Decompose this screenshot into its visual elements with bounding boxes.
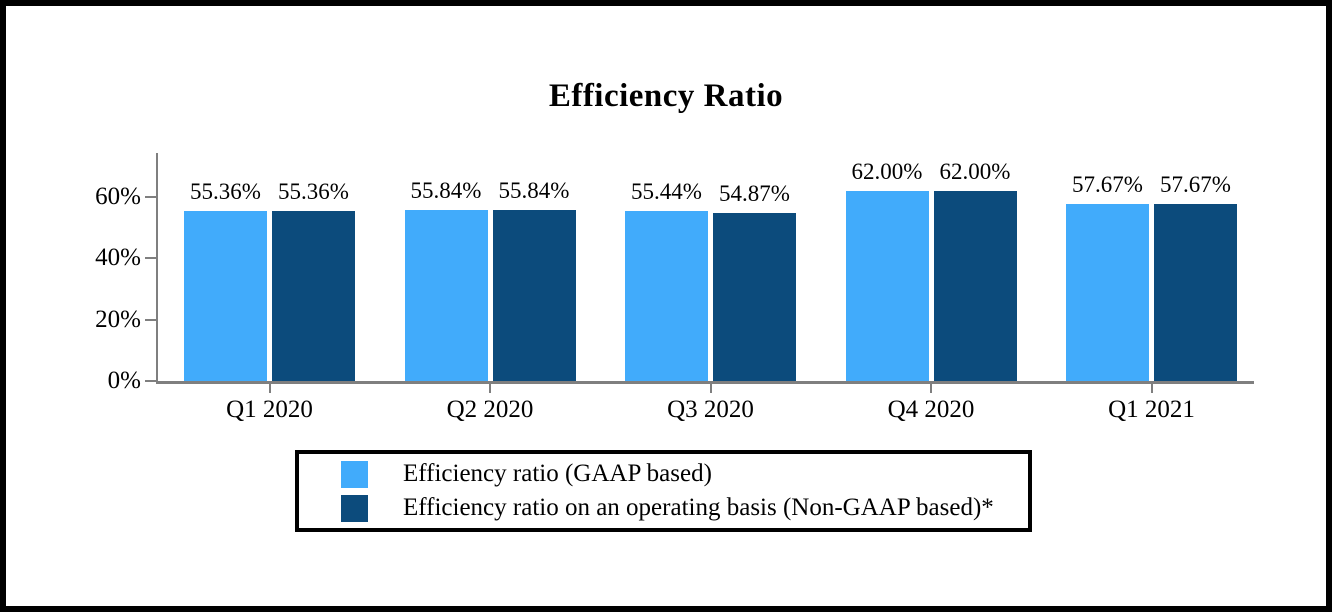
bar-value-label: 62.00%	[851, 158, 923, 184]
x-axis-label: Q3 2020	[667, 396, 754, 423]
bar-q1-2020-series1	[184, 211, 267, 381]
x-axis-label: Q2 2020	[446, 396, 534, 423]
bar-value-label: 57.67%	[1160, 172, 1231, 198]
bar-value-label: 54.87%	[719, 180, 790, 206]
bar-value-label: 62.00%	[939, 158, 1011, 184]
x-axis-tick	[930, 384, 932, 393]
bar-q2-2020-series2	[492, 209, 576, 381]
legend-label-gaap: Efficiency ratio (GAAP based)	[403, 460, 712, 487]
legend-swatch-gaap	[341, 460, 368, 488]
y-axis-label: 40%	[95, 244, 141, 272]
plot-area: 0% 20% 40% 60% 55.36% 55.36% Q1 2020 55.84% 55.8…	[95, 153, 1254, 423]
bar-value-label: 55.84%	[410, 177, 482, 203]
bar-q4-2020-series2	[933, 190, 1017, 381]
x-axis-label: Q1 2020	[226, 396, 313, 423]
bar-q3-2020-series1	[625, 211, 708, 381]
legend-label-non-gaap: Efficiency ratio on an operating basis (…	[403, 494, 994, 521]
bar-value-label: 55.84%	[498, 177, 570, 203]
bar-q1-2021-series1	[1066, 204, 1149, 381]
bar-q4-2020-series1	[845, 190, 929, 381]
y-axis-label: 20%	[95, 305, 141, 333]
bar-value-label: 57.67%	[1072, 172, 1143, 198]
legend-row: Efficiency ratio on an operating basis (…	[341, 493, 1028, 523]
bar-value-label: 55.44%	[631, 179, 702, 204]
y-axis-tick	[145, 196, 156, 199]
bar-value-label: 55.36%	[190, 179, 261, 205]
y-axis-tick	[145, 318, 156, 321]
x-axis-label: Q4 2020	[887, 396, 975, 423]
x-axis-tick	[709, 384, 712, 393]
y-axis-label: 0%	[107, 367, 141, 394]
bar-q3-2020-series2	[713, 212, 796, 381]
y-axis-tick	[145, 257, 156, 260]
y-axis-tick	[145, 380, 156, 382]
x-axis-label: Q1 2021	[1108, 396, 1195, 423]
x-axis-tick	[1150, 384, 1153, 393]
x-axis-tick	[489, 384, 491, 393]
x-axis-tick	[268, 384, 271, 393]
legend-row: Efficiency ratio (GAAP based)	[341, 459, 1028, 489]
bar-q1-2020-series2	[272, 211, 355, 381]
y-axis-label: 60%	[95, 183, 141, 211]
bar-q2-2020-series1	[404, 209, 488, 381]
legend: Efficiency ratio (GAAP based) Efficiency…	[295, 450, 1032, 532]
chart-title: Efficiency Ratio	[548, 78, 784, 114]
legend-swatch-non-gaap	[341, 494, 368, 522]
bar-q1-2021-series2	[1154, 204, 1237, 381]
bar-value-label: 55.36%	[278, 179, 349, 205]
